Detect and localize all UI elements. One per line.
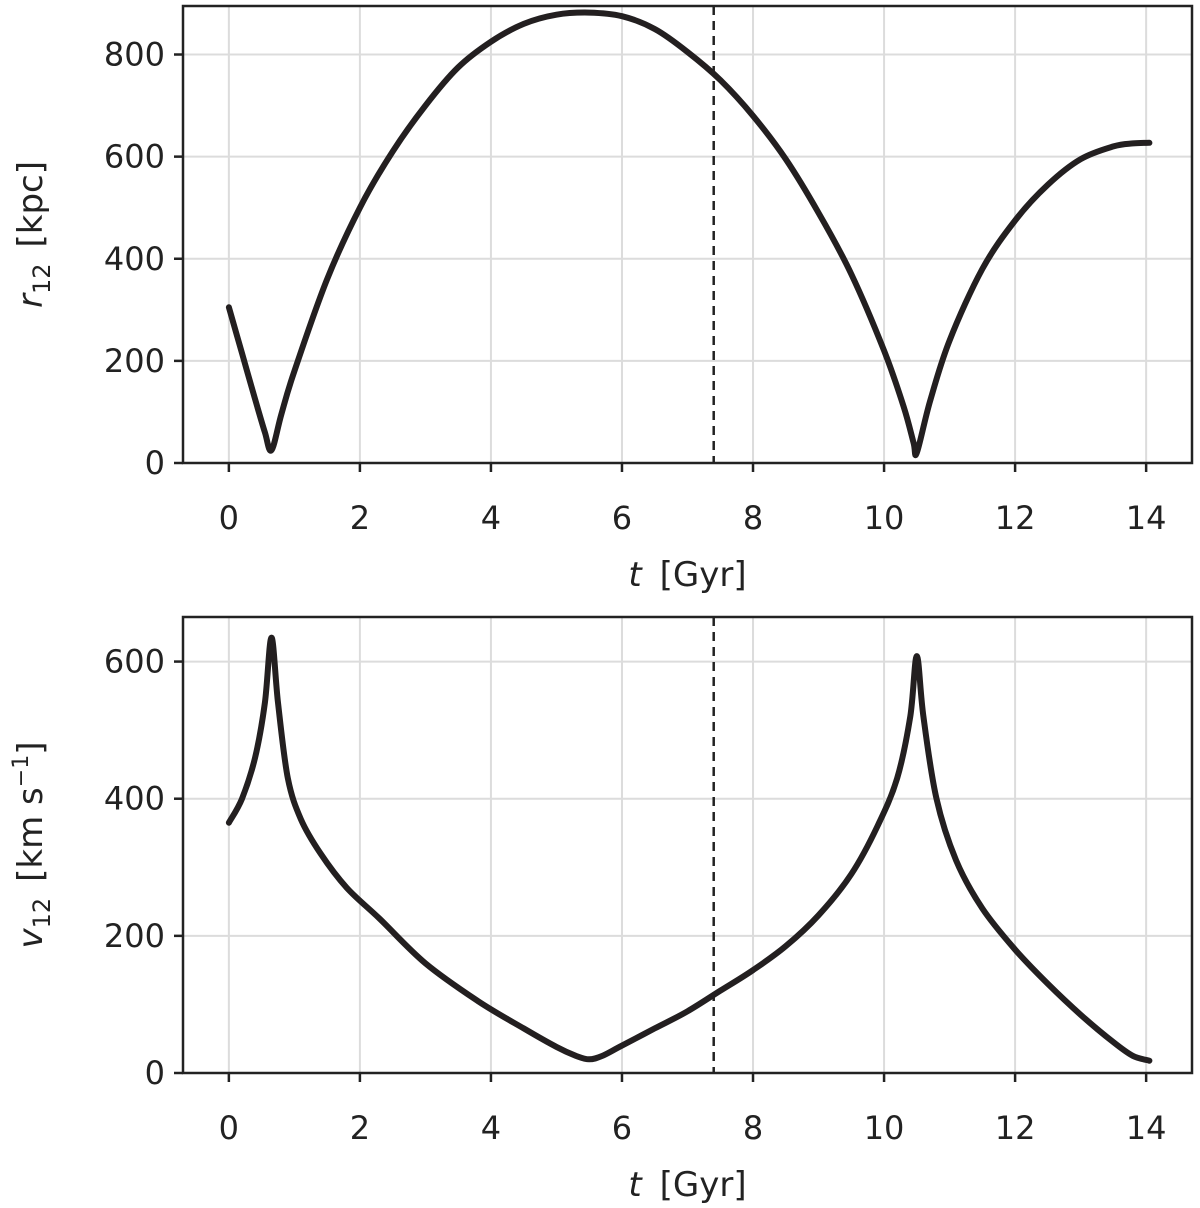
top-y-axis-label-var: r: [11, 292, 51, 308]
bottom-y-axis-label-var: v: [11, 927, 51, 948]
top-series-line-r12: [225, 9, 1153, 459]
top-x-axis-label-unit: [Gyr]: [660, 555, 747, 595]
top-y-tick-label-400: 400: [104, 240, 165, 278]
bottom-x-axis-label-unit: [Gyr]: [660, 1165, 747, 1205]
bottom-y-tick-label-200: 200: [104, 917, 165, 955]
bottom-x-tick-label-12: 12: [995, 1109, 1036, 1147]
top-x-tick-label-10: 10: [864, 499, 905, 537]
bottom-grid: [183, 617, 1192, 1074]
top-y-tick-label-0: 0: [145, 444, 165, 482]
top-y-tick-label-600: 600: [104, 138, 165, 176]
bottom-x-tick-label-4: 4: [481, 1109, 501, 1147]
bottom-y-axis-label-unit-end: ]: [11, 742, 51, 755]
bottom-axes-frame: [181, 615, 1194, 1075]
top-y-ticks: 0 200 400 600 800: [104, 36, 183, 482]
bottom-x-tick-label-2: 2: [350, 1109, 370, 1147]
bottom-y-tick-label-0: 0: [145, 1054, 165, 1092]
bottom-x-tick-label-14: 14: [1126, 1109, 1167, 1147]
top-x-ticks: 0 2 4 6 8 10 12 14: [219, 463, 1167, 537]
top-axes-frame: [181, 4, 1194, 465]
bottom-x-tick-label-10: 10: [864, 1109, 905, 1147]
top-grid: [183, 6, 1192, 464]
bottom-x-tick-label-6: 6: [612, 1109, 632, 1147]
bottom-y-axis-label-sub: 12: [28, 898, 56, 929]
top-y-axis-label-sub: 12: [28, 263, 56, 294]
top-y-tick-label-200: 200: [104, 342, 165, 380]
bottom-y-axis-label: v12 [km s−1]: [9, 742, 56, 949]
bottom-y-axis-label-unit-sup: −1: [9, 755, 34, 787]
top-y-tick-label-800: 800: [104, 36, 165, 74]
bottom-x-axis-label-var: t: [628, 1165, 643, 1205]
bottom-x-axis-label: t [Gyr]: [628, 1165, 746, 1205]
top-x-tick-label-4: 4: [481, 499, 501, 537]
top-x-tick-label-0: 0: [219, 499, 239, 537]
bottom-x-tick-label-0: 0: [219, 1109, 239, 1147]
top-x-tick-label-6: 6: [612, 499, 632, 537]
top-y-axis-label-unit: [kpc]: [11, 161, 51, 248]
bottom-y-tick-label-400: 400: [104, 780, 165, 818]
bottom-y-ticks: 0 200 400 600: [104, 643, 183, 1092]
top-x-axis-label: t [Gyr]: [628, 555, 746, 595]
bottom-x-tick-label-8: 8: [743, 1109, 763, 1147]
top-x-tick-label-14: 14: [1126, 499, 1167, 537]
bottom-y-tick-label-600: 600: [104, 643, 165, 681]
bottom-series-line-v12: [225, 634, 1153, 1064]
top-x-tick-label-2: 2: [350, 499, 370, 537]
bottom-y-axis-label-unit: [km s: [11, 787, 51, 882]
top-x-tick-label-12: 12: [995, 499, 1036, 537]
top-y-axis-label: r12 [kpc]: [11, 161, 56, 308]
top-x-tick-label-8: 8: [743, 499, 763, 537]
bottom-x-ticks: 0 2 4 6 8 10 12 14: [219, 1073, 1167, 1147]
top-x-axis-label-var: t: [628, 555, 643, 595]
